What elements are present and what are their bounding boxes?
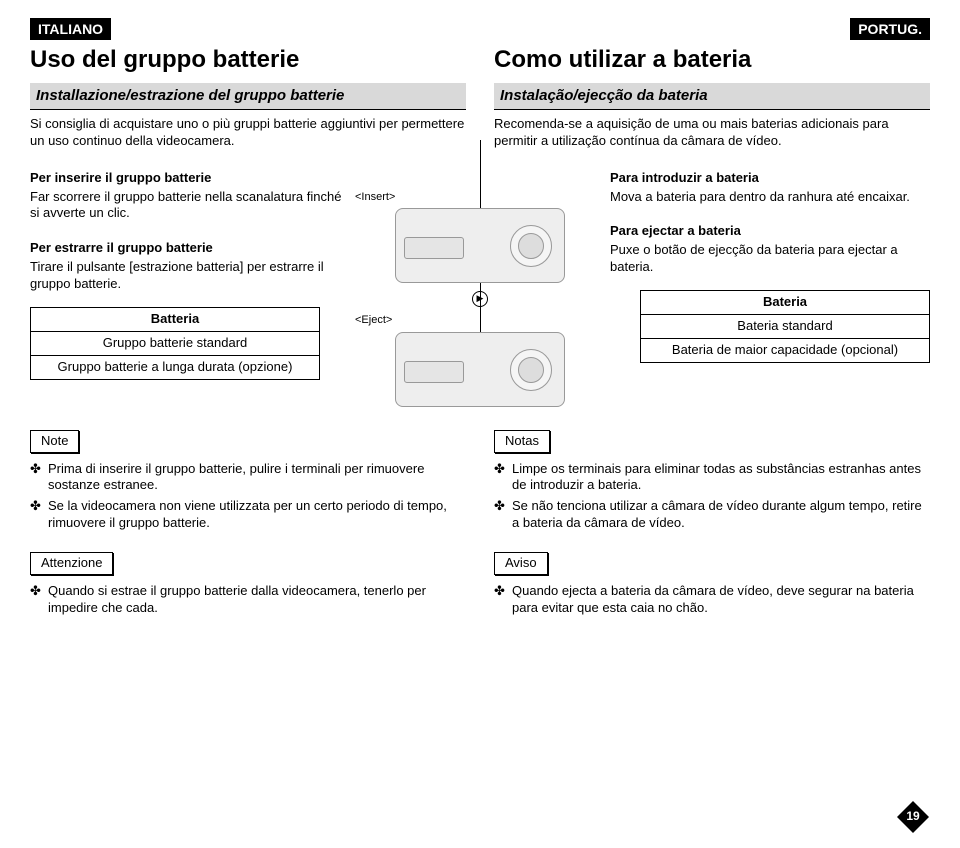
subhead-row: Installazione/estrazione del gruppo batt… (30, 83, 930, 116)
insert-heading-right: Para introduzir a bateria (610, 170, 930, 187)
list-item: Quando ejecta a bateria da câmara de víd… (494, 583, 930, 617)
note-label-left: Note (30, 430, 79, 453)
table-head-left: Batteria (31, 308, 319, 332)
table-row: Gruppo batterie a lunga durata (opzione) (31, 355, 319, 379)
camera-eject-icon (395, 332, 565, 407)
lang-badge-left: ITALIANO (30, 18, 111, 40)
camera-insert-icon (395, 208, 565, 283)
title-left: Uso del gruppo batterie (30, 44, 466, 75)
warn-label-right: Aviso (494, 552, 548, 575)
eject-text-left: Tirare il pulsante [estrazione batteria]… (30, 259, 350, 293)
list-item: Prima di inserire il gruppo batterie, pu… (30, 461, 466, 495)
list-item: Quando si estrae il gruppo batterie dall… (30, 583, 466, 617)
table-row: Bateria standard (641, 315, 929, 338)
eject-heading-left: Per estrarre il gruppo batterie (30, 240, 350, 257)
note-list-right: Limpe os terminais para eliminar todas a… (494, 461, 930, 533)
intro-left: Si consiglia di acquistare uno o più gru… (30, 116, 466, 150)
lang-badge-right: PORTUG. (850, 18, 930, 40)
insert-heading-left: Per inserire il gruppo batterie (30, 170, 350, 187)
note-list-left: Prima di inserire il gruppo batterie, pu… (30, 461, 466, 533)
warn-label-left: Attenzione (30, 552, 113, 575)
list-item: Se não tenciona utilizar a câmara de víd… (494, 498, 930, 532)
warn-list-right: Quando ejecta a bateria da câmara de víd… (494, 583, 930, 617)
table-row: Gruppo batterie standard (31, 332, 319, 355)
page-number-badge: 19 (896, 800, 930, 834)
warn-list-left: Quando si estrae il gruppo batterie dall… (30, 583, 466, 617)
insert-text-right: Mova a bateria para dentro da ranhura at… (610, 189, 930, 206)
insert-text-left: Far scorrere il gruppo batterie nella sc… (30, 189, 350, 223)
battery-table-left: Batteria Gruppo batterie standard Gruppo… (30, 307, 320, 380)
subhead-right: Instalação/ejecção da bateria (494, 83, 930, 110)
title-row: Uso del gruppo batterie Como utilizar a … (30, 40, 930, 83)
note-label-right: Notas (494, 430, 550, 453)
eject-heading-right: Para ejectar a bateria (610, 223, 930, 240)
play-icon: ▶ (472, 291, 488, 307)
eject-text-right: Puxe o botão de ejecção da bateria para … (610, 242, 930, 276)
eject-label: <Eject> (355, 313, 575, 327)
list-item: Limpe os terminais para eliminar todas a… (494, 461, 930, 495)
subhead-left: Installazione/estrazione del gruppo batt… (30, 83, 466, 110)
table-head-right: Bateria (641, 291, 929, 315)
language-badges: ITALIANO PORTUG. (30, 18, 930, 40)
page-number: 19 (896, 809, 930, 825)
title-right: Como utilizar a bateria (494, 44, 930, 75)
insert-label: <Insert> (355, 190, 575, 204)
center-illustration: <Insert> ▶ <Eject> (385, 188, 575, 411)
list-item: Se la videocamera non viene utilizzata p… (30, 498, 466, 532)
intro-right: Recomenda-se a aquisição de uma ou mais … (494, 116, 930, 150)
battery-table-right: Bateria Bateria standard Bateria de maio… (640, 290, 930, 363)
table-row: Bateria de maior capacidade (opcional) (641, 338, 929, 362)
notes-section: Note Prima di inserire il gruppo batteri… (30, 430, 930, 621)
